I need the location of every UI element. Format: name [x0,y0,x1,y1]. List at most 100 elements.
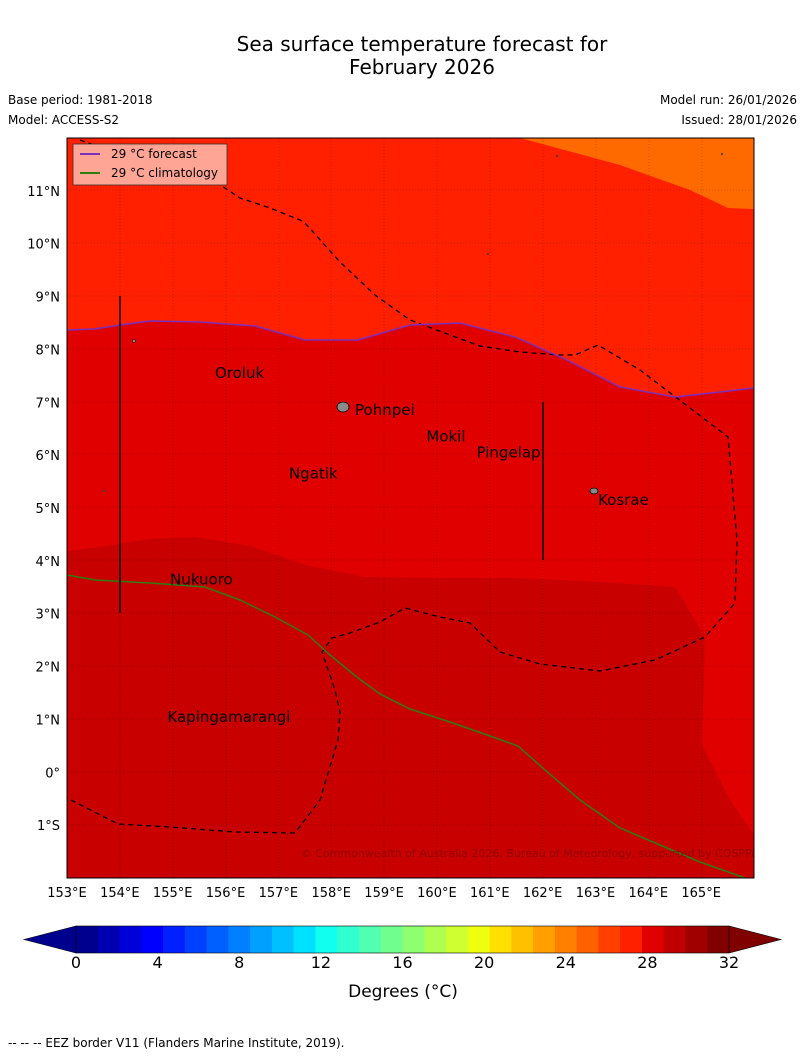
colorbar-swatch [184,926,207,953]
lat-tick-label: 2°N [36,661,61,676]
colorbar-swatch [620,926,643,953]
lon-tick-label: 162°E [523,886,563,901]
lon-tick-label: 159°E [364,886,404,901]
eez-footnote: -- -- -- EEZ border V11 (Flanders Marine… [8,1036,345,1050]
map-legend: 29 °C forecast 29 °C climatology [72,143,228,186]
longitude-axis: 153°E 154°E 155°E 156°E 157°E 158°E 159°E 160°E… [47,886,721,901]
colorbar-swatch [228,926,251,953]
colorbar-swatch [424,926,447,953]
colorbar-swatch [97,926,120,953]
place-labels: Oroluk Pohnpei Mokil Pingelap Ngatik Kosrae Nu… [167,364,648,726]
lon-tick-label: 164°E [629,886,669,901]
place-label: Mokil [426,428,465,446]
place-label: Kosrae [598,491,649,509]
latitude-axis: 11°N 10°N 9°N 8°N 7°N 6°N 5°N 4°N 3°N 2°N 1°N 0° 1°S [27,185,60,834]
copyright-text: © Commonwealth of Australia 2026, Bureau… [301,847,764,860]
lon-tick-label: 157°E [259,886,299,901]
colorbar [22,925,783,954]
lat-tick-label: 1°S [37,819,60,834]
lat-tick-label: 11°N [27,185,60,200]
colorbar-swatch [206,926,229,953]
title-line-1: Sea surface temperature forecast for [236,32,608,56]
colorbar-tick-label: 20 [474,953,494,972]
colorbar-swatch [315,926,338,953]
lat-tick-label: 3°N [36,608,61,623]
pohnpei-island [336,401,350,413]
colorbar-tick-label: 24 [556,953,576,972]
colorbar-swatch [337,926,360,953]
colorbar-swatch [685,926,708,953]
place-label: Oroluk [215,364,264,382]
atoll-islet [555,154,559,158]
lon-tick-label: 163°E [576,886,616,901]
colorbar-ticks: 0 4 8 12 16 20 24 28 32 [71,953,739,972]
colorbar-swatch [141,926,164,953]
colorbar-swatch [707,926,730,953]
colorbar-label: Degrees (°C) [348,982,458,1002]
colorbar-swatch [511,926,534,953]
isotherm-29-climatology [67,574,746,878]
colorbar-swatch [576,926,599,953]
colorbar-swatch [554,926,578,953]
place-label: Nukuoro [170,570,233,588]
lat-tick-label: 1°N [36,713,61,728]
place-label: Ngatik [289,465,338,483]
colorbar-swatch [119,926,142,953]
lon-tick-label: 165°E [681,886,721,901]
colorbar-tick-label: 0 [71,953,81,972]
colorbar-tick-label: 12 [311,953,331,972]
lat-tick-label: 0° [45,766,60,781]
colorbar-over-arrow [728,925,783,954]
colorbar-tick-label: 32 [719,953,739,972]
place-label: Kapingamarangi [167,708,290,726]
lat-tick-label: 7°N [36,396,61,411]
lat-tick-label: 8°N [36,343,61,358]
map-area: Oroluk Pohnpei Mokil Pingelap Ngatik Kosrae Nu… [67,138,764,878]
colorbar-swatch [271,926,295,953]
colorbar-swatch [641,926,665,953]
lat-tick-label: 10°N [27,238,60,253]
title-line-2: February 2026 [349,55,495,79]
lat-tick-label: 5°N [36,502,61,517]
sst-shade-31-32 [67,537,754,878]
colorbar-swatch [293,926,316,953]
colorbar-swatch [489,926,512,953]
lon-tick-label: 158°E [311,886,351,901]
model-run: Model run: 26/01/2026 [659,93,797,107]
legend-climatology-label: 29 °C climatology [111,166,218,180]
eez-border [67,139,738,834]
model-name: Model: ACCESS-S2 [8,113,120,127]
place-label: Pohnpei [355,401,415,419]
colorbar-swatch [358,926,382,953]
base-period: Base period: 1981-2018 [8,93,153,107]
colorbar-tick-label: 16 [392,953,412,972]
lon-tick-label: 160°E [417,886,457,901]
colorbar-swatch [598,926,621,953]
colorbar-swatch [467,926,490,953]
colorbar-swatch [533,926,556,953]
colorbar-swatch [76,926,99,953]
issued-date: Issued: 28/01/2026 [681,113,797,127]
atoll-islet [720,152,724,156]
colorbar-under-arrow [22,925,77,954]
lat-tick-label: 9°N [36,291,61,306]
colorbar-swatch [250,926,273,953]
colorbar-frame [75,925,730,954]
lon-tick-label: 161°E [470,886,510,901]
place-label: Pingelap [477,444,541,462]
sst-shade-29-30 [520,138,754,209]
colorbar-tick-label: 4 [153,953,163,972]
kosrae-island [589,487,599,495]
legend-forecast-label: 29 °C forecast [111,147,197,161]
isotherm-29-forecast [67,320,754,398]
atoll-islet [102,489,106,493]
atoll-islet [132,339,136,343]
lon-tick-label: 156°E [206,886,246,901]
colorbar-swatch [663,926,686,953]
chart-title: Sea surface temperature forecast for Feb… [0,33,804,79]
colorbar-swatch [402,926,425,953]
lon-tick-label: 153°E [47,886,87,901]
legend-box [72,143,228,186]
colorbar-tick-label: 28 [637,953,657,972]
